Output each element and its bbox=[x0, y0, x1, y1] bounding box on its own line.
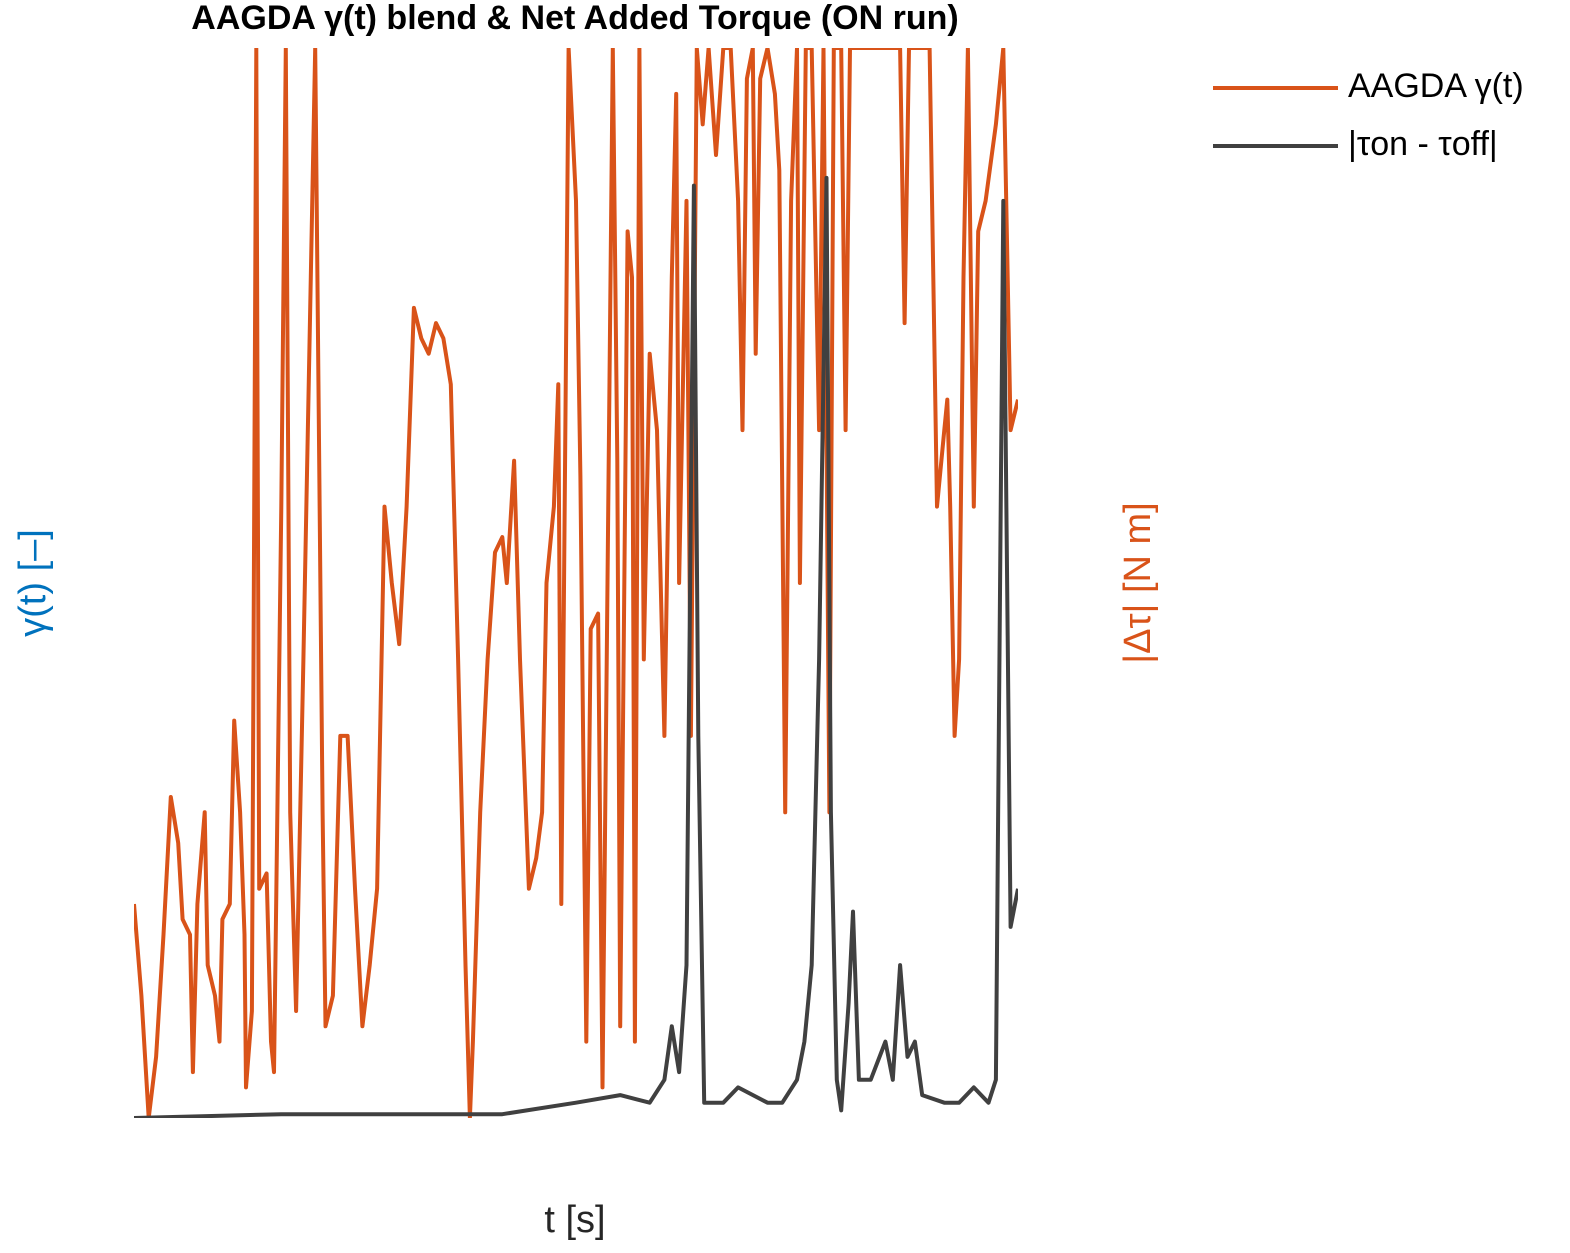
y2-axis-label: |Δτ| [N m] bbox=[1117, 502, 1159, 663]
line-series bbox=[134, 175, 1018, 1118]
chart-title: AAGDA γ(t) blend & Net Added Torque (ON … bbox=[191, 0, 958, 37]
legend-label: |τon - τoff| bbox=[1348, 125, 1498, 163]
y-axis-label: γ(t) [–] bbox=[12, 529, 54, 637]
legend-label: AAGDA γ(t) bbox=[1348, 67, 1524, 105]
x-axis-label: t [s] bbox=[544, 1199, 605, 1241]
